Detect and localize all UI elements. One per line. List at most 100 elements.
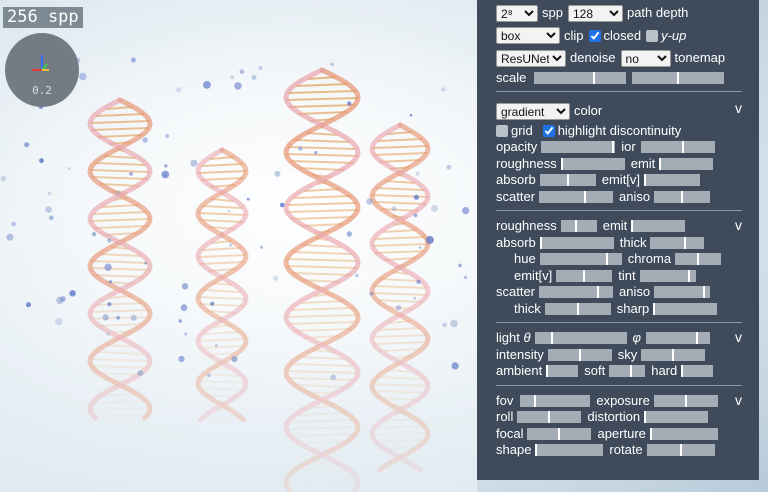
light-theta-label: light θ bbox=[496, 330, 531, 346]
distortion-label: distortion bbox=[587, 409, 641, 425]
path-depth-label: path depth bbox=[626, 5, 689, 21]
scatter-slider[interactable] bbox=[539, 190, 614, 203]
fov-label: fov bbox=[496, 392, 514, 408]
aniso-label: aniso bbox=[619, 188, 651, 204]
render-section: 2⁸ spp 128 path depth box clip closed y-… bbox=[496, 0, 742, 92]
vol-roughness-label: roughness bbox=[496, 218, 557, 234]
grid-checkbox[interactable] bbox=[496, 124, 508, 137]
path-depth-select[interactable]: 128 bbox=[567, 4, 623, 22]
camera-section: v fov exposure roll distortion focal ape… bbox=[496, 386, 742, 464]
grid-label: grid bbox=[511, 122, 533, 138]
closed-checkbox[interactable] bbox=[588, 29, 601, 42]
roll-label: roll bbox=[496, 409, 514, 425]
scatter-label: scatter bbox=[496, 188, 536, 204]
roughness-label: roughness bbox=[496, 155, 557, 171]
aniso-slider[interactable] bbox=[654, 190, 711, 203]
vol-sharp-slider[interactable] bbox=[653, 302, 718, 315]
roll-slider[interactable] bbox=[517, 411, 582, 424]
vol-absorb-slider[interactable] bbox=[539, 236, 614, 249]
clip-select[interactable]: box bbox=[496, 27, 560, 45]
scale-slider-2[interactable] bbox=[632, 71, 725, 84]
light-phi-slider[interactable] bbox=[646, 332, 711, 345]
vol-scatter-label: scatter bbox=[496, 284, 536, 300]
vol-roughness-slider[interactable] bbox=[560, 220, 597, 233]
aperture-slider[interactable] bbox=[649, 427, 718, 440]
dna-helix-scene bbox=[0, 0, 477, 492]
gizmo-value: 0.2 bbox=[32, 84, 52, 97]
spp-counter: 256 spp bbox=[3, 7, 83, 28]
vol-thick-label: thick bbox=[619, 234, 647, 250]
vol-aniso-slider[interactable] bbox=[654, 286, 711, 299]
clip-label: clip bbox=[564, 27, 584, 43]
absorb-slider[interactable] bbox=[539, 174, 596, 187]
shape-label: shape bbox=[496, 442, 532, 458]
surface-section: v gradient color grid highlight disconti… bbox=[496, 92, 742, 211]
emit-v-label: emit[v] bbox=[601, 172, 641, 188]
light-theta-slider[interactable] bbox=[534, 332, 627, 345]
vol-emit-v-slider[interactable] bbox=[556, 269, 613, 282]
volume-section: v roughness emit absorb thick hue chroma… bbox=[496, 211, 742, 323]
soft-slider[interactable] bbox=[609, 365, 646, 378]
vol-tint-label: tint bbox=[618, 267, 636, 283]
emit-v-slider[interactable] bbox=[644, 174, 701, 187]
roughness-slider[interactable] bbox=[560, 157, 625, 170]
vol-hue-slider[interactable] bbox=[539, 253, 622, 266]
vol-emit-slider[interactable] bbox=[631, 220, 686, 233]
spp-select[interactable]: 2⁸ bbox=[496, 4, 538, 22]
rotate-slider[interactable] bbox=[646, 444, 715, 457]
vol-chroma-slider[interactable] bbox=[675, 253, 722, 266]
exposure-label: exposure bbox=[596, 392, 650, 408]
axis-gizmo[interactable]: 0.2 bbox=[5, 33, 79, 107]
distortion-slider[interactable] bbox=[644, 411, 709, 424]
vol-chroma-label: chroma bbox=[627, 251, 672, 267]
denoise-label: denoise bbox=[570, 50, 616, 66]
focal-label: focal bbox=[496, 425, 524, 441]
highlight-discontinuity-checkbox[interactable] bbox=[542, 124, 555, 137]
intensity-label: intensity bbox=[496, 346, 544, 362]
ior-slider[interactable] bbox=[640, 141, 715, 154]
emit-slider[interactable] bbox=[659, 157, 714, 170]
vol-hue-label: hue bbox=[514, 251, 536, 267]
spp-label: spp bbox=[542, 5, 563, 21]
hard-label: hard bbox=[651, 363, 678, 379]
exposure-slider[interactable] bbox=[653, 394, 718, 407]
color-label: color bbox=[574, 103, 603, 119]
ambient-slider[interactable] bbox=[546, 365, 579, 378]
emit-label: emit bbox=[630, 155, 656, 171]
sky-slider[interactable] bbox=[641, 348, 706, 361]
vol-sharp-label: sharp bbox=[616, 300, 650, 316]
vol-tint-slider[interactable] bbox=[639, 269, 696, 282]
tonemap-select[interactable]: no bbox=[620, 49, 671, 67]
shape-slider[interactable] bbox=[535, 444, 604, 457]
closed-label: closed bbox=[603, 27, 642, 43]
opacity-label: opacity bbox=[496, 139, 538, 155]
vol-scatter-slider[interactable] bbox=[539, 286, 614, 299]
focal-slider[interactable] bbox=[527, 427, 592, 440]
fov-slider[interactable] bbox=[520, 394, 591, 407]
vol-thick-slider[interactable] bbox=[650, 236, 705, 249]
rotate-label: rotate bbox=[609, 442, 643, 458]
lighting-section: v light θ φ intensity sky ambient soft h… bbox=[496, 323, 742, 386]
sky-label: sky bbox=[617, 346, 638, 362]
vol-thick2-slider[interactable] bbox=[544, 302, 611, 315]
hard-slider[interactable] bbox=[681, 365, 714, 378]
vol-aniso-label: aniso bbox=[619, 284, 651, 300]
surface-collapse-toggle[interactable]: v bbox=[735, 100, 742, 116]
control-panel: 2⁸ spp 128 path depth box clip closed y-… bbox=[477, 0, 759, 480]
vol-emit-v-label: emit[v] bbox=[514, 267, 553, 283]
camera-collapse-toggle[interactable]: v bbox=[735, 391, 742, 408]
y-up-checkbox[interactable] bbox=[646, 29, 659, 42]
soft-label: soft bbox=[584, 363, 606, 379]
color-select[interactable]: gradient bbox=[496, 102, 570, 120]
highlight-discontinuity-label: highlight discontinuity bbox=[557, 122, 682, 138]
axis-gizmo-icon bbox=[32, 55, 49, 71]
denoise-select[interactable]: ResUNet bbox=[496, 49, 566, 67]
opacity-slider[interactable] bbox=[541, 141, 616, 154]
light-phi-label: φ bbox=[632, 330, 642, 346]
scale-label: scale bbox=[496, 69, 527, 85]
intensity-slider[interactable] bbox=[547, 348, 612, 361]
volume-collapse-toggle[interactable]: v bbox=[735, 217, 742, 233]
scale-slider-1[interactable] bbox=[534, 71, 627, 84]
lighting-collapse-toggle[interactable]: v bbox=[735, 329, 742, 345]
aperture-label: aperture bbox=[597, 425, 646, 441]
